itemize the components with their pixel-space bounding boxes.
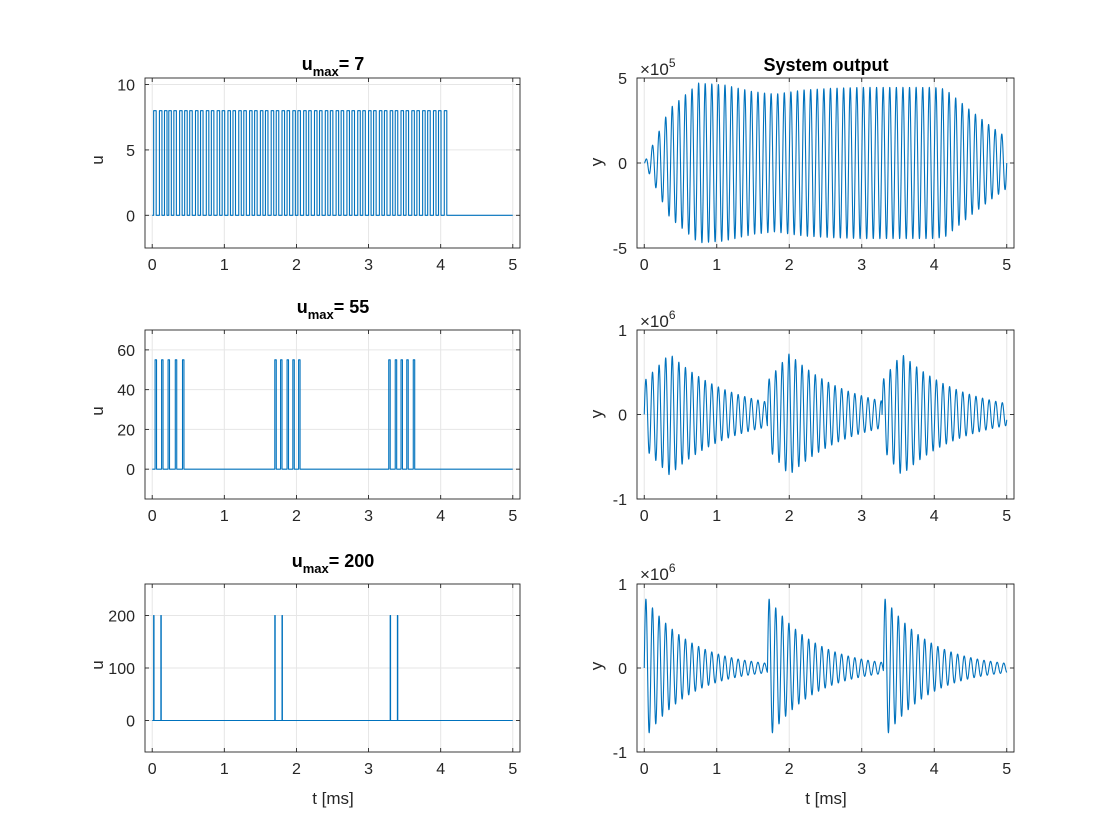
panel-3: 0 1 2 3 4 5 0 20 40 60 xyxy=(117,329,521,525)
panel-2-xtick-label: 0 xyxy=(640,257,649,274)
panel-6-xtick-label: 4 xyxy=(930,761,939,778)
panel-5-xtick-label: 4 xyxy=(436,761,445,778)
panel-6-xlabel: t [ms] xyxy=(805,789,847,808)
panel-6-xtick-label: 5 xyxy=(1002,761,1011,778)
panel-4-xtick-label: 4 xyxy=(930,508,939,525)
panel-6-ytick-label: 0 xyxy=(618,661,627,678)
panel-3-plot-area xyxy=(145,330,520,499)
panel-3-ytick-label: 0 xyxy=(126,462,135,479)
panel-2-xtick-label: 3 xyxy=(857,257,866,274)
panel-5-ytick-label: 100 xyxy=(108,661,135,678)
panel-1-data-series xyxy=(152,110,513,216)
panel-5: 0 1 2 3 4 5 0 100 200 xyxy=(108,583,521,778)
panel-5-xtick-label: 2 xyxy=(292,761,301,778)
panel-6-xtick-label: 0 xyxy=(640,761,649,778)
panel-5-ytick-label: 200 xyxy=(108,609,135,626)
panel-2-exponent: ×105 xyxy=(640,56,676,79)
panel-3-xtick-label: 5 xyxy=(508,508,517,525)
panel-6-exponent: ×106 xyxy=(640,561,676,584)
panel-1-xtick-label: 2 xyxy=(292,257,301,274)
panel-2-title: System output xyxy=(763,55,888,75)
panel-3-ytick-label: 60 xyxy=(117,343,135,360)
panel-6-ylabel: y xyxy=(587,661,606,670)
panel-4-exponent: ×106 xyxy=(640,308,676,331)
panel-2-xtick-label: 2 xyxy=(785,257,794,274)
panel-3-xtick-label: 0 xyxy=(148,508,157,525)
panel-4: 0 1 2 3 4 5 -1 0 1 xyxy=(613,323,1015,525)
panel-3-xtick-label: 2 xyxy=(292,508,301,525)
panel-2: 0 1 2 3 4 5 -5 0 5 xyxy=(613,71,1015,274)
panel-6-data-series xyxy=(643,598,1008,734)
panel-6-ytick-label: -1 xyxy=(613,745,627,762)
panel-6: 0 1 2 3 4 5 -1 0 1 xyxy=(613,577,1015,778)
panel-2-ytick-label: 0 xyxy=(618,156,627,173)
panel-1-ytick-label: 0 xyxy=(126,208,135,225)
panel-4-xtick-label: 0 xyxy=(640,508,649,525)
panel-5-title: umax= 200 xyxy=(292,551,375,576)
panel-4-xtick-label: 2 xyxy=(785,508,794,525)
panel-1-title: umax= 7 xyxy=(302,54,365,79)
panel-5-ytick-label: 0 xyxy=(126,714,135,731)
panel-3-xtick-label: 3 xyxy=(364,508,373,525)
panel-1-ytick-label: 10 xyxy=(117,78,135,95)
panel-2-ylabel: y xyxy=(587,157,606,166)
panel-6-ytick-label: 1 xyxy=(618,577,627,594)
panel-5-xtick-label: 5 xyxy=(508,761,517,778)
panel-2-ytick-label: 5 xyxy=(618,71,627,88)
panel-3-xtick-label: 1 xyxy=(220,508,229,525)
panel-3-xtick-label: 4 xyxy=(436,508,445,525)
panel-5-xtick-label: 3 xyxy=(364,761,373,778)
panel-6-xtick-label: 1 xyxy=(712,761,721,778)
panel-1-xtick-label: 1 xyxy=(220,257,229,274)
panel-6-xtick-label: 3 xyxy=(857,761,866,778)
panel-3-data-series xyxy=(152,359,513,470)
panel-4-ylabel: y xyxy=(587,409,606,418)
panel-4-ytick-label: 0 xyxy=(618,408,627,425)
panel-4-ytick-label: -1 xyxy=(613,492,627,509)
panel-1-xtick-label: 3 xyxy=(364,257,373,274)
panel-3-ylabel: u xyxy=(88,406,107,415)
panel-1-xtick-label: 5 xyxy=(508,257,517,274)
panel-6-xtick-label: 2 xyxy=(785,761,794,778)
panel-5-xtick-label: 1 xyxy=(220,761,229,778)
panel-5-xtick-label: 0 xyxy=(148,761,157,778)
panel-2-ytick-label: -5 xyxy=(613,241,627,258)
panel-5-data-series xyxy=(152,614,513,722)
panel-2-xtick-label: 5 xyxy=(1002,257,1011,274)
panel-4-xtick-label: 5 xyxy=(1002,508,1011,525)
panel-1-ytick-label: 5 xyxy=(126,143,135,160)
panel-2-data-series xyxy=(643,82,1008,244)
panel-5-ylabel: u xyxy=(88,660,107,669)
panel-1-xtick-label: 0 xyxy=(148,257,157,274)
panel-4-xtick-label: 3 xyxy=(857,508,866,525)
panel-4-xtick-label: 1 xyxy=(712,508,721,525)
panel-5-xlabel: t [ms] xyxy=(312,789,354,808)
panel-3-title: umax= 55 xyxy=(297,297,370,322)
panel-1: 0 1 2 3 4 5 0 5 10 xyxy=(117,77,521,274)
panel-4-ytick-label: 1 xyxy=(618,323,627,340)
panel-3-axes-frame xyxy=(144,329,521,500)
panel-1-xtick-label: 4 xyxy=(436,257,445,274)
panel-3-ytick-label: 40 xyxy=(117,383,135,400)
panel-3-ytick-label: 20 xyxy=(117,422,135,439)
panel-2-xtick-label: 1 xyxy=(712,257,721,274)
panel-1-axes-frame xyxy=(144,77,521,249)
panel-2-xtick-label: 4 xyxy=(930,257,939,274)
panel-1-ylabel: u xyxy=(88,155,107,164)
panel-4-data-series xyxy=(643,353,1008,476)
